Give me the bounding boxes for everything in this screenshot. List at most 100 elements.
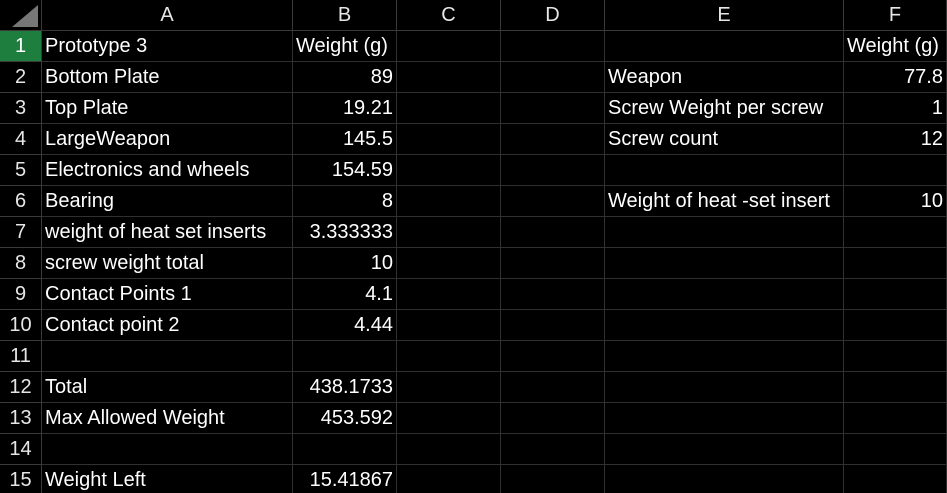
cell-d15[interactable]: [501, 465, 605, 493]
cell-e1[interactable]: [605, 31, 844, 62]
cell-d8[interactable]: [501, 248, 605, 279]
cell-a2[interactable]: Bottom Plate: [42, 62, 293, 93]
cell-f15[interactable]: [844, 465, 947, 493]
cell-e4[interactable]: Screw count: [605, 124, 844, 155]
cell-b1[interactable]: Weight (g): [293, 31, 397, 62]
cell-d10[interactable]: [501, 310, 605, 341]
cell-c13[interactable]: [397, 403, 501, 434]
cell-d1[interactable]: [501, 31, 605, 62]
cell-f11[interactable]: [844, 341, 947, 372]
cell-a13[interactable]: Max Allowed Weight: [42, 403, 293, 434]
cell-e8[interactable]: [605, 248, 844, 279]
cell-e11[interactable]: [605, 341, 844, 372]
cell-b5[interactable]: 154.59: [293, 155, 397, 186]
cell-b4[interactable]: 145.5: [293, 124, 397, 155]
cell-c15[interactable]: [397, 465, 501, 493]
cell-f12[interactable]: [844, 372, 947, 403]
cell-b6[interactable]: 8: [293, 186, 397, 217]
cell-a1[interactable]: Prototype 3: [42, 31, 293, 62]
row-header-6[interactable]: 6: [0, 186, 42, 217]
cell-b8[interactable]: 10: [293, 248, 397, 279]
cell-e3[interactable]: Screw Weight per screw: [605, 93, 844, 124]
cell-f6[interactable]: 10: [844, 186, 947, 217]
cell-d4[interactable]: [501, 124, 605, 155]
cell-b12[interactable]: 438.1733: [293, 372, 397, 403]
cell-a6[interactable]: Bearing: [42, 186, 293, 217]
cell-f3[interactable]: 1: [844, 93, 947, 124]
row-header-15[interactable]: 15: [0, 465, 42, 493]
cell-c1[interactable]: [397, 31, 501, 62]
cell-c3[interactable]: [397, 93, 501, 124]
cell-a14[interactable]: [42, 434, 293, 465]
cell-a4[interactable]: LargeWeapon: [42, 124, 293, 155]
column-header-f[interactable]: F: [844, 0, 947, 31]
row-header-2[interactable]: 2: [0, 62, 42, 93]
cell-c14[interactable]: [397, 434, 501, 465]
cell-e12[interactable]: [605, 372, 844, 403]
cell-d14[interactable]: [501, 434, 605, 465]
cell-c7[interactable]: [397, 217, 501, 248]
cell-c5[interactable]: [397, 155, 501, 186]
cell-a7[interactable]: weight of heat set inserts: [42, 217, 293, 248]
cell-c8[interactable]: [397, 248, 501, 279]
cell-d5[interactable]: [501, 155, 605, 186]
cell-f4[interactable]: 12: [844, 124, 947, 155]
cell-b9[interactable]: 4.1: [293, 279, 397, 310]
cell-c12[interactable]: [397, 372, 501, 403]
cell-b3[interactable]: 19.21: [293, 93, 397, 124]
row-header-8[interactable]: 8: [0, 248, 42, 279]
row-header-4[interactable]: 4: [0, 124, 42, 155]
cell-e9[interactable]: [605, 279, 844, 310]
cell-f2[interactable]: 77.8: [844, 62, 947, 93]
cell-a12[interactable]: Total: [42, 372, 293, 403]
cell-b13[interactable]: 453.592: [293, 403, 397, 434]
cell-c4[interactable]: [397, 124, 501, 155]
cell-d13[interactable]: [501, 403, 605, 434]
cell-b2[interactable]: 89: [293, 62, 397, 93]
row-header-3[interactable]: 3: [0, 93, 42, 124]
cell-f7[interactable]: [844, 217, 947, 248]
cell-d11[interactable]: [501, 341, 605, 372]
cell-c11[interactable]: [397, 341, 501, 372]
column-header-a[interactable]: A: [42, 0, 293, 31]
select-all-button[interactable]: [0, 0, 42, 31]
cell-e5[interactable]: [605, 155, 844, 186]
cell-b11[interactable]: [293, 341, 397, 372]
cell-f14[interactable]: [844, 434, 947, 465]
row-header-1[interactable]: 1: [0, 31, 42, 62]
cell-a8[interactable]: screw weight total: [42, 248, 293, 279]
cell-d6[interactable]: [501, 186, 605, 217]
cell-f13[interactable]: [844, 403, 947, 434]
cell-c6[interactable]: [397, 186, 501, 217]
cell-e15[interactable]: [605, 465, 844, 493]
cell-f1[interactable]: Weight (g): [844, 31, 947, 62]
cell-b14[interactable]: [293, 434, 397, 465]
column-header-c[interactable]: C: [397, 0, 501, 31]
cell-a11[interactable]: [42, 341, 293, 372]
row-header-14[interactable]: 14: [0, 434, 42, 465]
cell-e10[interactable]: [605, 310, 844, 341]
cell-d7[interactable]: [501, 217, 605, 248]
cell-d9[interactable]: [501, 279, 605, 310]
cell-b10[interactable]: 4.44: [293, 310, 397, 341]
cell-a10[interactable]: Contact point 2: [42, 310, 293, 341]
column-header-b[interactable]: B: [293, 0, 397, 31]
cell-d2[interactable]: [501, 62, 605, 93]
row-header-13[interactable]: 13: [0, 403, 42, 434]
cell-e2[interactable]: Weapon: [605, 62, 844, 93]
cell-e13[interactable]: [605, 403, 844, 434]
row-header-11[interactable]: 11: [0, 341, 42, 372]
cell-f5[interactable]: [844, 155, 947, 186]
row-header-12[interactable]: 12: [0, 372, 42, 403]
cell-b15[interactable]: 15.41867: [293, 465, 397, 493]
column-header-e[interactable]: E: [605, 0, 844, 31]
cell-e14[interactable]: [605, 434, 844, 465]
cell-c10[interactable]: [397, 310, 501, 341]
cell-e7[interactable]: [605, 217, 844, 248]
column-header-d[interactable]: D: [501, 0, 605, 31]
cell-c2[interactable]: [397, 62, 501, 93]
cell-b7[interactable]: 3.333333: [293, 217, 397, 248]
cell-a3[interactable]: Top Plate: [42, 93, 293, 124]
row-header-10[interactable]: 10: [0, 310, 42, 341]
row-header-9[interactable]: 9: [0, 279, 42, 310]
